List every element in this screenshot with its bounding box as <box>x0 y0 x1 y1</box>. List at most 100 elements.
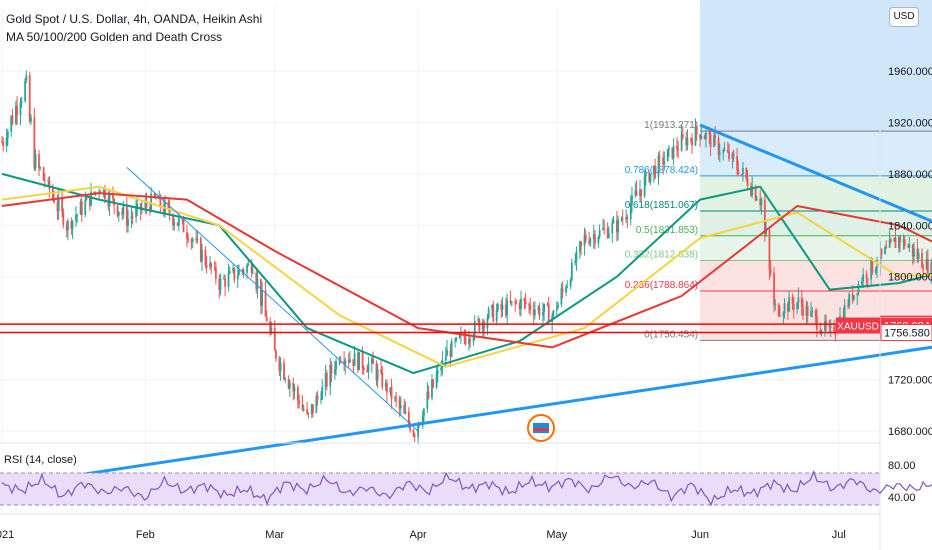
candle-body <box>509 300 512 303</box>
candle-body <box>876 266 878 269</box>
candle-body <box>925 259 928 270</box>
candle-body <box>649 173 652 182</box>
candle-body <box>680 134 683 151</box>
candle-body <box>196 238 199 240</box>
candle-body <box>654 165 656 178</box>
candle-body <box>306 409 309 414</box>
candle-body <box>899 236 902 243</box>
candle-body <box>889 239 892 242</box>
candle-body <box>671 147 674 159</box>
price-tick-label: 1720.000 <box>888 375 932 387</box>
candle-body <box>691 139 693 146</box>
candle-body <box>70 221 73 229</box>
fib-level-label: 0(1750.454) <box>644 329 698 340</box>
candle-body <box>709 134 712 147</box>
fib-level-label: 0.382(1812.638) <box>625 249 698 260</box>
candle-body <box>190 240 193 242</box>
candle-body <box>227 273 230 287</box>
candle-body <box>389 387 392 393</box>
candle-body <box>615 220 618 233</box>
rsi-tick-label: 80.00 <box>888 460 916 472</box>
candle-body <box>125 206 128 226</box>
time-tick-label: Feb <box>136 529 155 541</box>
candle-body <box>11 115 14 124</box>
candle-body <box>505 305 507 316</box>
candle-body <box>668 147 670 150</box>
candle-body <box>426 391 429 409</box>
candle-body <box>802 307 804 316</box>
candle-body <box>652 165 655 174</box>
candles <box>1 70 932 445</box>
candle-body <box>620 218 623 220</box>
candle-body <box>880 248 883 254</box>
rsi-tick-label: 40.00 <box>888 492 916 504</box>
candle-body <box>639 189 641 196</box>
candle-body <box>159 195 162 207</box>
price-label-tag: 1756.580 <box>880 324 932 342</box>
candle-body <box>172 214 174 226</box>
candle-body <box>2 141 5 147</box>
candle-body <box>173 222 176 226</box>
candle-body <box>347 360 350 363</box>
candle-body <box>127 218 129 226</box>
candle-body <box>824 321 826 331</box>
symbol-tag-bg <box>836 317 880 334</box>
candle-body <box>84 200 87 215</box>
candle-body <box>829 326 832 328</box>
trendline-feb-down <box>126 167 419 432</box>
candle-body <box>703 136 706 140</box>
candle-body <box>386 382 388 393</box>
candle-body <box>625 217 628 220</box>
candle-body <box>34 154 37 169</box>
candle-body <box>121 211 124 215</box>
candle-body <box>413 435 416 437</box>
candle-body <box>565 287 567 293</box>
candle-body <box>532 309 535 316</box>
candle-body <box>700 136 703 139</box>
candle-body <box>321 386 324 400</box>
candle-body <box>658 156 661 158</box>
candle-body <box>205 265 208 268</box>
candle-body <box>409 424 411 431</box>
candle-body <box>857 284 860 294</box>
candle-body <box>560 288 563 305</box>
time-tick-label: Jun <box>691 529 709 541</box>
candle-body <box>404 411 407 414</box>
candle-body <box>908 244 911 248</box>
candle-body <box>338 361 341 363</box>
candle-body <box>339 361 342 363</box>
candle-body <box>255 272 258 290</box>
candle-body <box>10 115 13 132</box>
candle-body <box>446 350 448 356</box>
candle-body <box>195 239 198 241</box>
candle-body <box>796 302 799 310</box>
candle-body <box>236 274 239 280</box>
candle-body <box>390 387 393 399</box>
candle-body <box>307 413 310 415</box>
candle-body <box>788 297 791 312</box>
candle-body <box>911 244 914 257</box>
candle-body <box>617 219 619 233</box>
candle-body <box>631 195 633 204</box>
candle-body <box>224 278 227 287</box>
candle-body <box>464 337 467 344</box>
candle-body <box>750 186 752 196</box>
candle-body <box>782 313 785 316</box>
candle-body <box>394 397 396 399</box>
candle-body <box>251 272 254 274</box>
candle-body <box>888 239 891 248</box>
time-tick-label: Apr <box>410 529 427 541</box>
candle-body <box>930 262 932 275</box>
candle-body <box>242 270 245 273</box>
candle-body <box>621 218 624 220</box>
candle-body <box>43 180 46 182</box>
candle-body <box>819 329 822 334</box>
fib-level-label: 0.786(1878.424) <box>625 165 698 176</box>
candle-body <box>922 268 925 270</box>
currency-button[interactable]: USD <box>889 7 919 27</box>
candle-body <box>213 266 216 268</box>
candle-body <box>459 334 462 336</box>
candle-body <box>662 157 665 165</box>
